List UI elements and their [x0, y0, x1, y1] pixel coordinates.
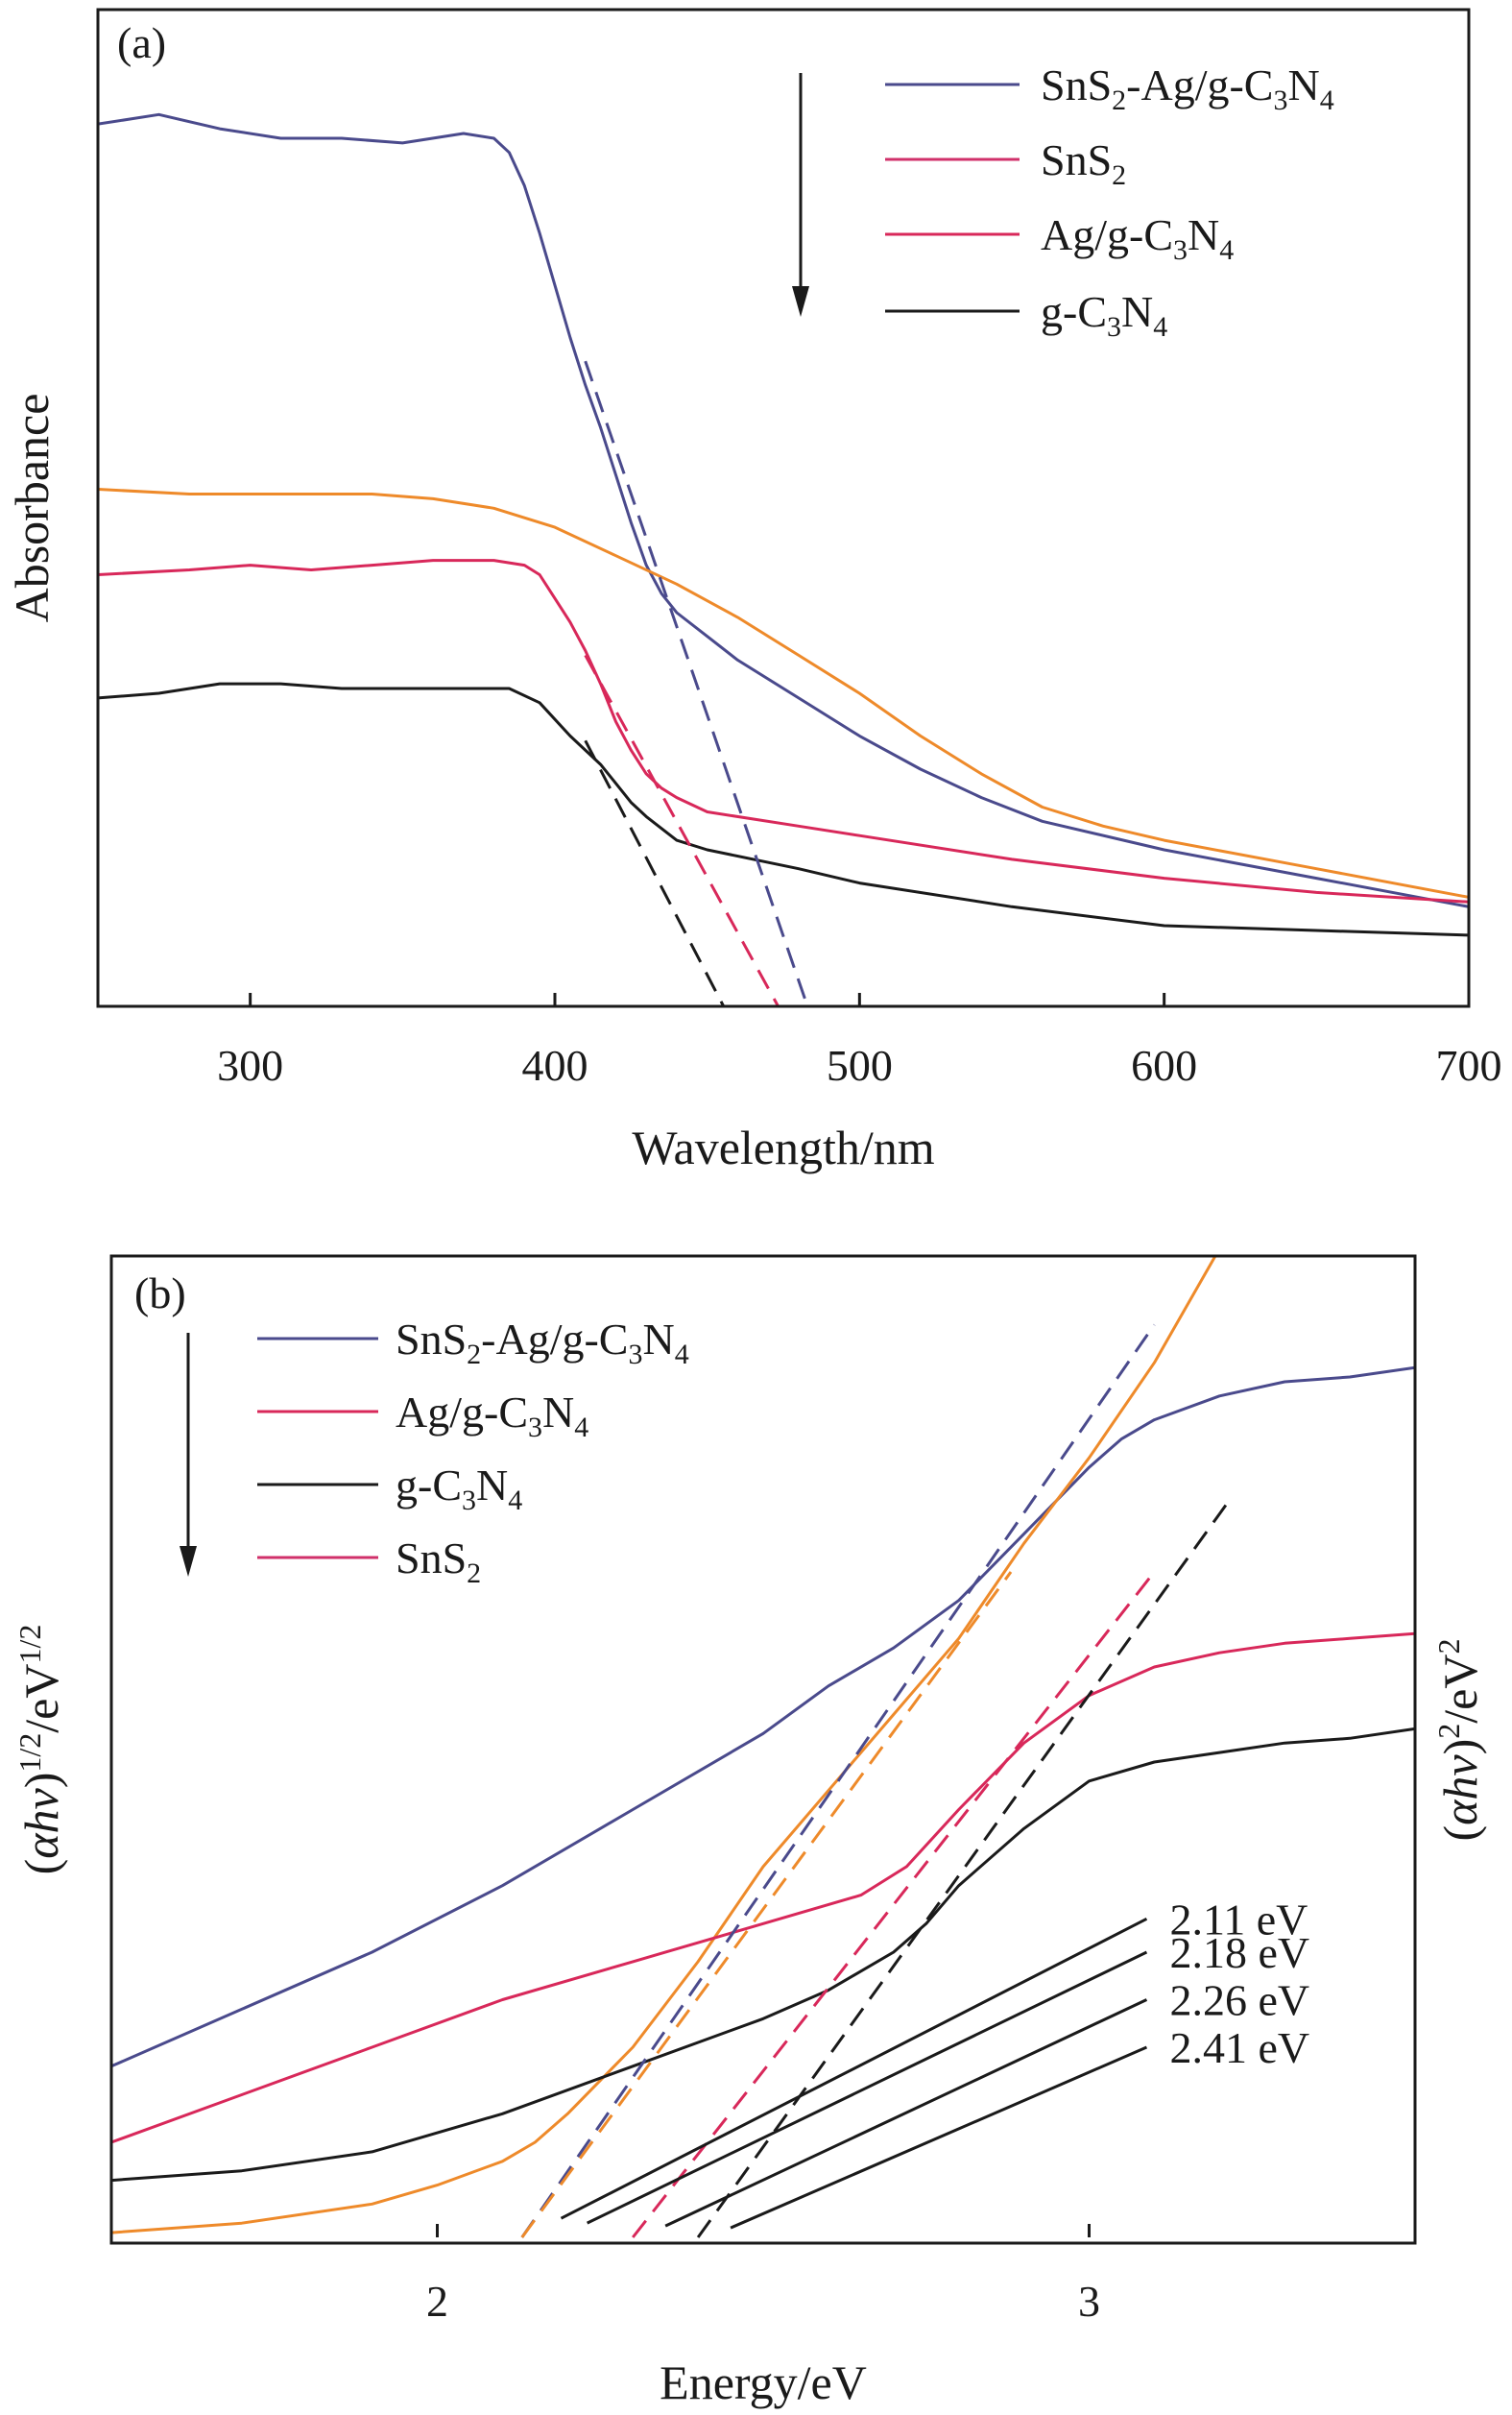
ylabel-text: /eV — [14, 1664, 68, 1733]
legend-b-text: N — [643, 1315, 675, 1364]
legend-a-sub: 4 — [1153, 311, 1167, 343]
legend-a-sub: 3 — [1173, 234, 1188, 266]
x-tick-label: 600 — [1131, 1041, 1197, 1090]
panel-a-ylabel: Absorbance — [5, 394, 59, 623]
series-line-sns2 — [111, 1256, 1217, 2234]
legend-a-label-gcn: g-C3N4 — [1041, 287, 1167, 343]
legend-a-label-sns2: SnS2 — [1041, 135, 1126, 191]
panel-b-xlabel: Energy/eV — [660, 2355, 867, 2409]
tangent-line-3 — [696, 1494, 1235, 2238]
annotation-leader-1 — [587, 1950, 1148, 2225]
panel-b-tag: (b) — [134, 1268, 186, 1317]
panel-a-tangents — [584, 360, 809, 1006]
ylabel-sup: 1/2 — [12, 1625, 47, 1664]
legend-a-label-composite: SnS2-Ag/g-C3N4 — [1041, 60, 1334, 116]
panel-b-tangents — [520, 1323, 1235, 2238]
annotation-label-3: 2.41 eV — [1169, 2023, 1309, 2072]
panel-b-ylabel-right: (αhv)2/eV2 — [1431, 1639, 1487, 1842]
legend-a-text: -Ag/g-C — [1126, 60, 1273, 109]
panel-a-frame — [96, 8, 1471, 1008]
legend-b-sub: 3 — [629, 1339, 643, 1370]
legend-b-sub: 3 — [462, 1485, 476, 1516]
legend-b-sub: 2 — [467, 1558, 481, 1589]
series-line-sns2-ag-g-c3n4 — [111, 1365, 1415, 2068]
legend-a-sub: 2 — [1112, 85, 1126, 116]
legend-a-label-ag-gcn: Ag/g-C3N4 — [1041, 210, 1234, 266]
series-line-sns2-ag-g-c3n4 — [98, 112, 1469, 908]
panel-a-xlabel: Wavelength/nm — [632, 1121, 934, 1174]
annotation-label-2: 2.26 eV — [1169, 1976, 1309, 2025]
tangent-line-1 — [520, 1571, 1013, 2238]
tangent-line-0 — [520, 1323, 1156, 2238]
legend-a-sub: 4 — [1219, 234, 1234, 266]
panel-b-legend: SnS2-Ag/g-C3N4 Ag/g-C3N4 g-C3N4 SnS2 — [257, 1315, 689, 1589]
legend-a-text: N — [1121, 287, 1153, 336]
legend-b-sub: 3 — [528, 1412, 542, 1443]
legend-b-sub: 4 — [574, 1412, 588, 1443]
ylabel-text: /eV — [1433, 1654, 1487, 1724]
legend-b-text: -Ag/g-C — [481, 1315, 628, 1364]
x-tick-label: 400 — [522, 1041, 588, 1090]
legend-a-text: N — [1288, 60, 1320, 109]
legend-b-label-composite: SnS2-Ag/g-C3N4 — [396, 1315, 689, 1370]
series-line-g-c3n4 — [111, 1727, 1415, 2183]
x-tick-label: 2 — [426, 2277, 448, 2326]
legend-a-sub: 3 — [1274, 85, 1288, 116]
tangent-line-0 — [584, 360, 809, 1006]
panel-b-series — [111, 1256, 1415, 2234]
annotation-leader-3 — [730, 2045, 1148, 2230]
series-line-sns2 — [98, 488, 1469, 899]
series-line-ag-g-c3n4 — [111, 1631, 1415, 2144]
legend-b-text: N — [476, 1461, 508, 1509]
annotation-leader-0 — [560, 1918, 1148, 2220]
x-tick-label: 3 — [1078, 2277, 1100, 2326]
annotation-label-0: 2.11 eV — [1169, 1895, 1308, 1944]
x-tick-label: 500 — [827, 1041, 893, 1090]
panel-b-ylabel-left: (αhv)1/2/eV1/2 — [12, 1625, 68, 1875]
x-tick-label: 700 — [1436, 1041, 1502, 1090]
panel-b-frame — [109, 1254, 1417, 2245]
panel-a-arrow — [792, 73, 809, 317]
ylabel-sup: 1/2 — [12, 1733, 47, 1773]
x-tick-label: 300 — [217, 1041, 283, 1090]
panel-a-series — [98, 112, 1469, 937]
panel-a-arrow-head — [792, 286, 809, 317]
panel-a-x-ticks: 300 400 500 600 700 — [217, 993, 1502, 1090]
panel-a: (a) 300 400 500 600 700 SnS2-Ag/g-C3N4 SnS2 … — [5, 8, 1502, 1174]
tangent-line-1 — [584, 654, 780, 1006]
legend-b-label-gcn: g-C3N4 — [396, 1461, 522, 1516]
tangent-line-2 — [632, 1571, 1156, 2238]
panel-b-annotations: 2.11 eV2.18 eV2.26 eV2.41 eV — [560, 1895, 1309, 2230]
tangent-line-2 — [584, 739, 726, 1006]
legend-a-sub: 3 — [1107, 311, 1121, 343]
legend-b-label-ag-gcn: Ag/g-C3N4 — [396, 1388, 588, 1443]
legend-a-sub: 2 — [1112, 159, 1126, 191]
legend-b-label-sns2: SnS2 — [396, 1534, 481, 1589]
panel-a-legend: SnS2-Ag/g-C3N4 SnS2 Ag/g-C3N4 g-C3N4 — [885, 60, 1334, 343]
panel-b-arrow-head — [180, 1546, 197, 1577]
series-line-ag-g-c3n4 — [98, 559, 1469, 904]
legend-a-sub: 4 — [1320, 85, 1334, 116]
panel-a-tag: (a) — [117, 18, 166, 67]
annotation-leader-2 — [664, 1998, 1148, 2228]
legend-b-text: N — [542, 1388, 574, 1437]
annotation-label-1: 2.18 eV — [1169, 1928, 1309, 1977]
legend-a-text: N — [1188, 210, 1219, 259]
legend-b-sub: 4 — [675, 1339, 689, 1370]
ylabel-sup: 2 — [1431, 1639, 1466, 1654]
ylabel-italic: αhv — [1433, 1754, 1487, 1825]
panel-b-arrow — [180, 1333, 197, 1577]
legend-b-sub: 4 — [508, 1485, 522, 1516]
legend-b-sub: 2 — [467, 1339, 481, 1370]
ylabel-italic: αhv — [14, 1787, 68, 1858]
series-line-g-c3n4 — [98, 682, 1469, 937]
ylabel-sup: 2 — [1431, 1724, 1466, 1739]
